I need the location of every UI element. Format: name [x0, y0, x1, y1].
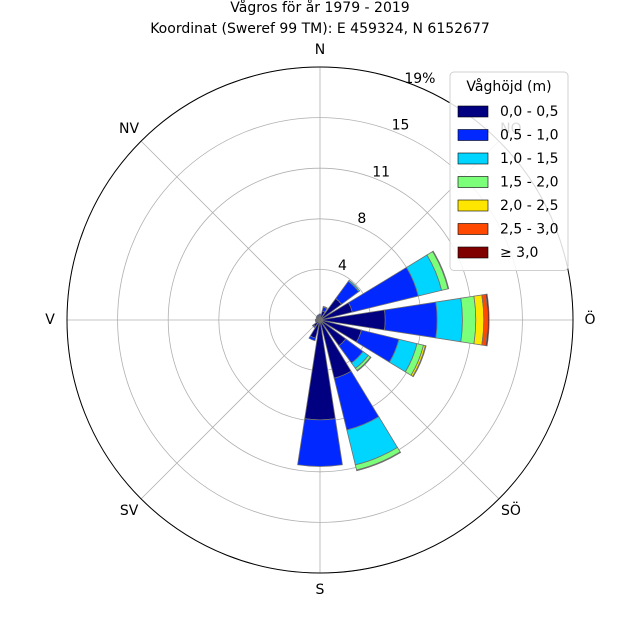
legend-swatch	[457, 105, 489, 118]
legend-label: 2,5 - 3,0	[500, 222, 558, 238]
legend-label: 2,0 - 2,5	[500, 198, 558, 214]
direction-label: N	[315, 42, 325, 58]
direction-label: Ö	[584, 310, 595, 328]
ring-tick-label: 4	[338, 258, 347, 274]
bar-segment-ÖNO-4	[432, 250, 450, 290]
bar-segment-SV-1	[311, 324, 316, 329]
bar-segment-NNÖ-2	[322, 305, 328, 310]
chart-title: Vågros för år 1979 - 2019	[230, 0, 409, 16]
legend: Våghöjd (m) 0,0 - 0,5 0,5 - 1,0 1,0 - 1,5 1,…	[449, 71, 569, 271]
rose-bars	[297, 250, 490, 472]
bar-segment-VSV-1	[314, 320, 318, 323]
bar-segment-S-1	[297, 418, 343, 467]
ring-tick-label: 11	[372, 164, 390, 180]
bar-segment-NO-2	[347, 279, 361, 293]
bar-segment-Ö-6	[485, 293, 490, 347]
bar-segment-ÖSÖ-5	[412, 345, 427, 378]
legend-swatch	[457, 176, 489, 188]
grid-spoke	[140, 140, 321, 321]
bar-segment-SÖ-4	[356, 356, 372, 372]
ring-tick-label: 15	[392, 118, 410, 134]
direction-label: S	[316, 582, 325, 598]
legend-swatch	[457, 246, 489, 259]
ring-tick-label: 8	[357, 211, 366, 227]
direction-label: SV	[120, 503, 139, 519]
bar-segment-Ö-2	[435, 297, 463, 343]
legend-label: 1,0 - 1,5	[500, 151, 558, 167]
bar-segment-V-1	[314, 318, 317, 322]
bar-segment-NNV-1	[316, 314, 320, 318]
legend-label: 1,5 - 2,0	[500, 175, 558, 191]
legend-label: 0,5 - 1,0	[500, 128, 558, 144]
bar-segment-SSÖ-4	[356, 451, 402, 472]
legend-swatch	[457, 199, 489, 212]
legend-swatch	[457, 129, 489, 141]
legend-title: Våghöjd (m)	[466, 78, 551, 95]
chart-subtitle: Koordinat (Sweref 99 TM): E 459324, N 61…	[150, 21, 490, 37]
ring-tick-label: 19%	[404, 71, 435, 87]
bar-segment-N-1	[318, 313, 322, 317]
direction-label: NV	[119, 121, 139, 137]
legend-swatch	[457, 152, 489, 165]
bar-segment-Ö-1	[384, 301, 438, 339]
direction-label: V	[45, 312, 55, 328]
legend-box	[449, 71, 569, 271]
bar-segment-Ö-4	[473, 294, 485, 346]
direction-label: SÖ	[501, 501, 521, 519]
grid-spoke	[140, 319, 321, 500]
outer-ring	[66, 66, 574, 574]
legend-swatch	[457, 223, 489, 235]
legend-label: 0,0 - 0,5	[500, 104, 558, 120]
legend-label: ≥ 3,0	[500, 245, 538, 261]
bar-segment-Ö-3	[460, 295, 477, 345]
bar-segment-SSV-1	[308, 335, 317, 342]
